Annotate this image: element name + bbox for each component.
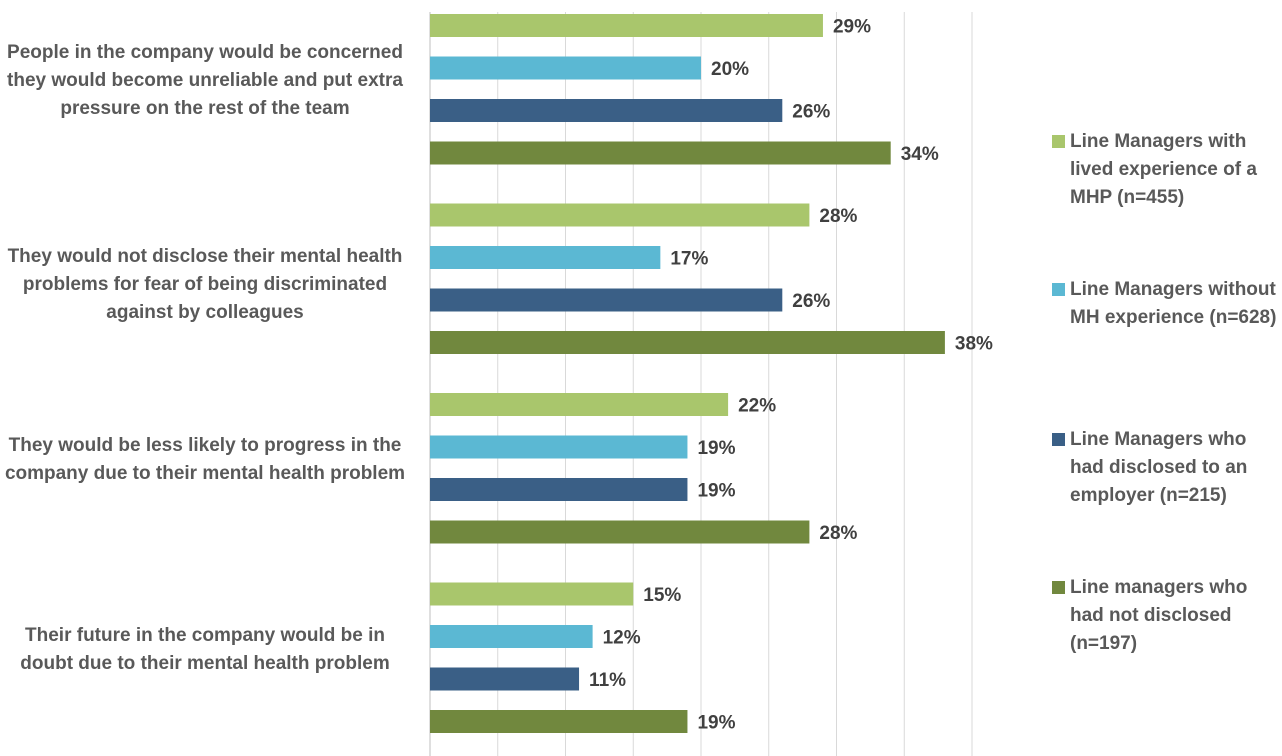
data-label: 17% [670,249,708,270]
bar [430,56,701,80]
legend-label: Line Managers without MH experience (n=6… [1070,279,1277,328]
bar [430,520,810,544]
bar [430,141,891,165]
bar [430,667,580,691]
bar [430,710,688,733]
data-label: 26% [792,102,830,123]
data-label: 19% [697,438,735,459]
data-label: 19% [697,481,735,502]
data-label: 12% [603,628,641,649]
category-label: They would not disclose their mental hea… [7,245,403,323]
bar [430,478,688,501]
data-label: 26% [792,291,830,312]
bar [430,393,729,416]
value-labels: 29%20%26%34%28%17%26%38%22%19%19%28%15%1… [589,17,993,734]
bar [430,582,634,606]
data-label: 29% [833,17,871,38]
bar [430,203,810,227]
legend-label: Line Managers who had disclosed to an em… [1070,429,1248,506]
data-label: 34% [901,144,939,165]
category-label: They would be less likely to progress in… [4,435,406,484]
bars [430,14,945,733]
bar [430,288,783,312]
category-label: People in the company would be concerned… [7,42,403,119]
bar [430,331,945,354]
gridlines [429,12,973,756]
data-label: 20% [711,59,749,80]
data-label: 28% [819,206,857,227]
category-label: Their future in the company would be in … [20,624,390,674]
bar [430,246,661,269]
bar [430,99,783,122]
legend-swatch [1052,283,1065,296]
bar [430,625,593,648]
data-label: 19% [697,713,735,734]
bar [430,435,688,459]
data-label: 38% [955,334,993,355]
data-label: 22% [738,396,776,417]
legend-swatch [1052,433,1065,446]
legend-label: Line managers who had not disclosed (n=1… [1070,577,1248,654]
legend-swatch [1052,581,1065,594]
legend-swatch [1052,135,1065,148]
data-label: 11% [589,670,626,691]
data-label: 15% [643,585,681,606]
data-label: 28% [819,523,857,544]
bar [430,14,823,37]
legend-label: Line Managers with lived experience of a… [1070,131,1257,208]
